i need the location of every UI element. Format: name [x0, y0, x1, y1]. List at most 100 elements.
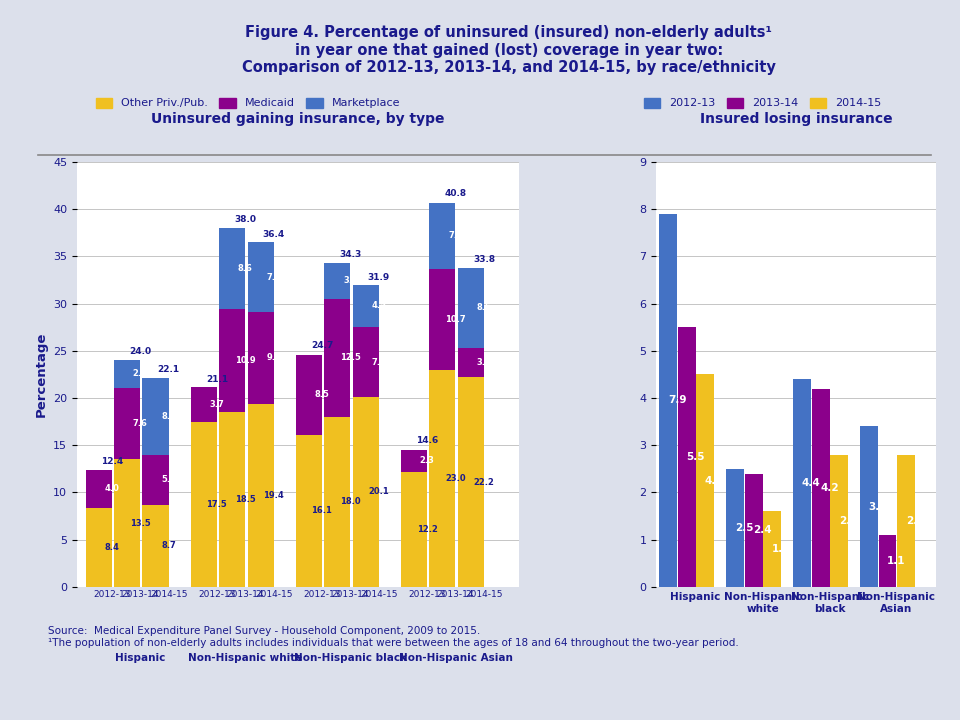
- Text: 8.6: 8.6: [238, 264, 252, 273]
- Bar: [458, 377, 484, 587]
- Bar: [860, 426, 878, 587]
- Text: 2.8: 2.8: [906, 516, 924, 526]
- Text: 31.9: 31.9: [368, 273, 390, 282]
- Bar: [898, 454, 915, 587]
- Text: 8.7: 8.7: [161, 541, 176, 550]
- Text: 14.6: 14.6: [416, 436, 438, 445]
- Text: 21.1: 21.1: [205, 375, 228, 384]
- Text: 36.4: 36.4: [263, 230, 285, 240]
- Bar: [429, 369, 455, 587]
- Bar: [114, 387, 140, 459]
- Bar: [191, 387, 217, 422]
- Text: 7.9: 7.9: [668, 395, 686, 405]
- Text: 38.0: 38.0: [234, 215, 256, 225]
- Y-axis label: Percentage: Percentage: [35, 332, 47, 417]
- Text: 7.6: 7.6: [132, 419, 148, 428]
- Text: 5.3: 5.3: [161, 475, 177, 484]
- Text: 2.4: 2.4: [754, 525, 772, 535]
- Bar: [458, 348, 484, 377]
- Text: 2.3: 2.3: [420, 456, 435, 465]
- Bar: [400, 472, 427, 587]
- Text: 3.4: 3.4: [869, 502, 887, 511]
- Bar: [660, 214, 677, 587]
- Bar: [324, 417, 350, 587]
- Bar: [352, 397, 379, 587]
- Bar: [296, 435, 322, 587]
- Bar: [114, 360, 140, 387]
- Bar: [400, 450, 427, 472]
- Bar: [352, 327, 379, 397]
- Bar: [142, 378, 169, 454]
- Text: 24.0: 24.0: [130, 348, 152, 356]
- Text: 16.1: 16.1: [312, 506, 332, 516]
- Text: 18.0: 18.0: [340, 498, 361, 506]
- Bar: [248, 404, 274, 587]
- Text: 8.5: 8.5: [315, 390, 329, 399]
- Text: 18.5: 18.5: [235, 495, 255, 504]
- Text: 3.1: 3.1: [476, 358, 492, 367]
- Text: 12.2: 12.2: [417, 525, 438, 534]
- Text: 7.4: 7.4: [372, 358, 386, 366]
- Bar: [219, 412, 246, 587]
- Text: 20.1: 20.1: [369, 487, 389, 496]
- Bar: [696, 374, 714, 587]
- Bar: [248, 312, 274, 404]
- Title: Insured losing insurance: Insured losing insurance: [700, 112, 893, 126]
- Text: 8.4: 8.4: [105, 543, 119, 552]
- Text: 33.8: 33.8: [473, 255, 495, 264]
- Text: 1.1: 1.1: [887, 556, 905, 566]
- Bar: [219, 310, 246, 412]
- Bar: [458, 268, 484, 348]
- Bar: [878, 535, 897, 587]
- Bar: [324, 263, 350, 299]
- Bar: [142, 505, 169, 587]
- Legend: Other Priv./Pub., Medicaid, Marketplace: Other Priv./Pub., Medicaid, Marketplace: [91, 93, 404, 113]
- Bar: [142, 454, 169, 505]
- Bar: [248, 242, 274, 312]
- Bar: [727, 469, 744, 587]
- Text: Figure 4. Percentage of uninsured (insured) non-elderly adults¹
in year one that: Figure 4. Percentage of uninsured (insur…: [242, 25, 776, 75]
- Text: 12.4: 12.4: [101, 457, 123, 466]
- Bar: [85, 469, 111, 508]
- Text: Hispanic: Hispanic: [115, 653, 165, 663]
- Text: 19.4: 19.4: [263, 491, 284, 500]
- Text: 7.0: 7.0: [448, 231, 463, 240]
- Text: 23.0: 23.0: [445, 474, 466, 482]
- Text: 34.3: 34.3: [339, 251, 362, 259]
- Text: 4.0: 4.0: [105, 484, 119, 493]
- Text: 10.9: 10.9: [235, 356, 255, 365]
- Text: 4.5: 4.5: [372, 302, 386, 310]
- Text: 8.5: 8.5: [476, 303, 492, 312]
- Text: 2.5: 2.5: [734, 523, 754, 533]
- Text: Non-Hispanic Asian: Non-Hispanic Asian: [398, 653, 513, 663]
- Text: 4.5: 4.5: [705, 476, 724, 485]
- Text: 40.8: 40.8: [444, 189, 467, 198]
- Title: Uninsured gaining insurance, by type: Uninsured gaining insurance, by type: [151, 112, 444, 126]
- Text: Source:  Medical Expenditure Panel Survey - Household Component, 2009 to 2015.
¹: Source: Medical Expenditure Panel Survey…: [48, 626, 739, 648]
- Bar: [429, 202, 455, 269]
- Bar: [219, 228, 246, 310]
- Bar: [429, 269, 455, 369]
- Bar: [678, 327, 696, 587]
- Bar: [114, 459, 140, 587]
- Text: 9.7: 9.7: [267, 354, 281, 362]
- Text: 10.7: 10.7: [445, 315, 466, 324]
- Text: 3.8: 3.8: [343, 276, 358, 285]
- Bar: [763, 511, 781, 587]
- Bar: [830, 454, 848, 587]
- Text: 1.6: 1.6: [772, 544, 790, 554]
- Text: 17.5: 17.5: [206, 500, 228, 509]
- Text: 8.1: 8.1: [161, 412, 177, 421]
- Text: 7.4: 7.4: [266, 273, 281, 282]
- Bar: [812, 389, 829, 587]
- Text: 2.8: 2.8: [839, 516, 857, 526]
- Bar: [296, 354, 322, 435]
- Text: 24.7: 24.7: [311, 341, 333, 350]
- Legend: 2012-13, 2013-14, 2014-15: 2012-13, 2013-14, 2014-15: [639, 93, 886, 113]
- Bar: [793, 379, 811, 587]
- Bar: [324, 299, 350, 417]
- Bar: [352, 284, 379, 327]
- Text: 2.9: 2.9: [132, 369, 148, 379]
- Text: Non-Hispanic black: Non-Hispanic black: [294, 653, 407, 663]
- Text: 4.2: 4.2: [820, 482, 839, 492]
